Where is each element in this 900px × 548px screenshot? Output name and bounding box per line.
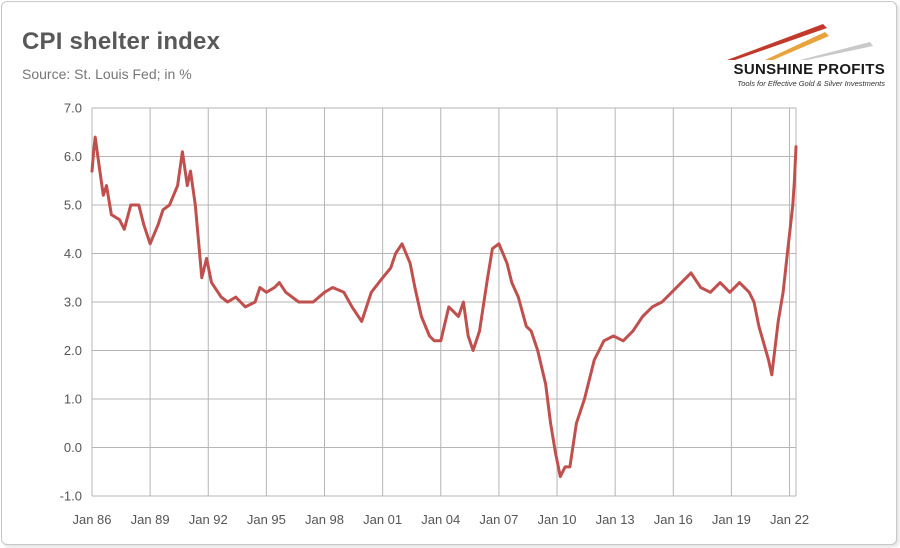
y-tick-label: 7.0 (64, 101, 82, 116)
x-tick-label: Jan 01 (363, 512, 402, 527)
x-tick-label: Jan 86 (72, 512, 111, 527)
logo-tagline: Tools for Effective Gold & Silver Invest… (737, 79, 885, 88)
x-tick-label: Jan 98 (305, 512, 344, 527)
y-tick-label: 1.0 (64, 392, 82, 407)
y-tick-label: 5.0 (64, 198, 82, 213)
y-tick-label: 4.0 (64, 246, 82, 261)
x-tick-label: Jan 10 (538, 512, 577, 527)
y-tick-label: 0.0 (64, 440, 82, 455)
x-tick-label: Jan 95 (247, 512, 286, 527)
y-tick-label: 6.0 (64, 149, 82, 164)
y-tick-label: 2.0 (64, 343, 82, 358)
x-tick-label: Jan 07 (479, 512, 518, 527)
sunshine-profits-logo: SUNSHINE PROFITS Tools for Effective Gol… (705, 18, 885, 93)
x-tick-label: Jan 22 (770, 512, 809, 527)
x-tick-label: Jan 19 (712, 512, 751, 527)
x-tick-label: Jan 16 (654, 512, 693, 527)
logo-name: SUNSHINE PROFITS (733, 61, 885, 78)
x-tick-label: Jan 04 (421, 512, 460, 527)
x-tick-label: Jan 13 (596, 512, 635, 527)
chart-subtitle: Source: St. Louis Fed; in % (22, 66, 192, 82)
chart-title: CPI shelter index (22, 28, 221, 55)
y-tick-label: 3.0 (64, 295, 82, 310)
series-line-0 (90, 135, 798, 479)
x-tick-label: Jan 89 (131, 512, 170, 527)
y-tick-label: -1.0 (60, 489, 82, 504)
x-tick-label: Jan 92 (189, 512, 228, 527)
logo-sunburst-icon (727, 24, 873, 60)
